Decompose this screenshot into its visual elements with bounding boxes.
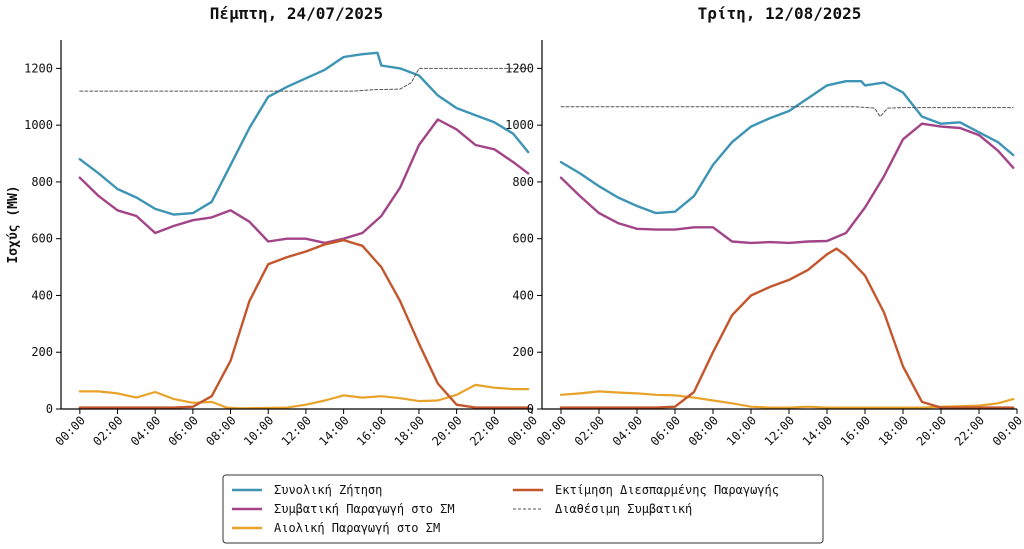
x-tick-label: 16:00 <box>354 413 389 448</box>
chart-panel-right: Τρίτη, 12/08/2025 0 200 400 600 800 1000 1200 00… <box>505 4 1024 449</box>
series-line-3 <box>78 238 530 409</box>
x-tick-label: 12:00 <box>279 413 314 448</box>
y-tick-label: 800 <box>512 175 534 189</box>
y-tick-label: 600 <box>31 232 53 246</box>
x-tick-label: 22:00 <box>467 413 502 448</box>
series-line-2 <box>78 383 530 410</box>
x-tick-label: 08:00 <box>203 413 238 448</box>
y-tick-label: 1200 <box>505 61 534 75</box>
y-tick-label: 400 <box>31 288 53 302</box>
y-tick-label: 0 <box>527 402 534 416</box>
y-axis-label: Ισχύς (MW) <box>6 185 21 263</box>
legend-label-3: Εκτίμηση Διεσπαρμένης Παραγωγής <box>555 483 779 497</box>
x-tick-label: 18:00 <box>392 413 427 448</box>
y-tick-label: 600 <box>512 232 534 246</box>
y-tick-label: 200 <box>31 345 53 359</box>
y-tick-label: 1000 <box>24 118 53 132</box>
x-tick-label: 22:00 <box>952 413 987 448</box>
x-tick-label: 06:00 <box>648 413 683 448</box>
y-tick-label: 400 <box>512 288 534 302</box>
series-line-0 <box>559 80 1015 215</box>
legend-label-1: Συμβατική Παραγωγή στο ΣΜ <box>274 502 455 516</box>
x-tick-label: 02:00 <box>572 413 607 448</box>
x-tick-label: 14:00 <box>800 413 835 448</box>
x-tick-label: 08:00 <box>686 413 721 448</box>
legend: Συνολική Ζήτηση Συμβατική Παραγωγή στο ΣΜ… <box>222 474 824 544</box>
x-tick-label: 20:00 <box>429 413 464 448</box>
x-tick-label: 20:00 <box>914 413 949 448</box>
x-tick-label: 14:00 <box>316 413 351 448</box>
series-line-4 <box>79 67 529 92</box>
series-line-1 <box>559 122 1015 245</box>
x-tick-label: 04:00 <box>128 413 163 448</box>
series-line-1 <box>78 118 530 245</box>
legend-label-2: Αιολική Παραγωγή στο ΣΜ <box>274 521 440 535</box>
y-tick-label: 1200 <box>24 61 53 75</box>
chart-title: Πέμπτη, 24/07/2025 <box>210 4 383 23</box>
y-tick-label: 200 <box>512 345 534 359</box>
y-tick-label: 800 <box>31 175 53 189</box>
x-tick-label: 02:00 <box>90 413 125 448</box>
x-tick-label: 10:00 <box>241 413 276 448</box>
y-tick-label: 1000 <box>505 118 534 132</box>
x-tick-label: 18:00 <box>876 413 911 448</box>
legend-label-0: Συνολική Ζήτηση <box>274 483 382 497</box>
series-line-3 <box>559 247 1015 409</box>
x-tick-label: 00:00 <box>534 413 569 448</box>
chart-panel-left: Πέμπτη, 24/07/2025 Ισχύς (MW) 0 200 400 600 80… <box>6 4 540 449</box>
series-line-4 <box>560 106 1014 118</box>
series-line-0 <box>78 51 530 216</box>
x-tick-label: 16:00 <box>838 413 873 448</box>
series-line-2 <box>559 390 1015 409</box>
x-tick-label: 10:00 <box>724 413 759 448</box>
x-tick-label: 06:00 <box>166 413 201 448</box>
x-tick-label: 12:00 <box>762 413 797 448</box>
x-tick-label: 00:00 <box>990 413 1024 448</box>
chart-title: Τρίτη, 12/08/2025 <box>698 4 862 23</box>
y-tick-label: 0 <box>46 402 53 416</box>
x-tick-label: 04:00 <box>610 413 645 448</box>
legend-label-4: Διαθέσιμη Συμβατική <box>555 502 692 516</box>
x-tick-label: 00:00 <box>53 413 88 448</box>
x-tick-label: 00:00 <box>505 413 540 448</box>
